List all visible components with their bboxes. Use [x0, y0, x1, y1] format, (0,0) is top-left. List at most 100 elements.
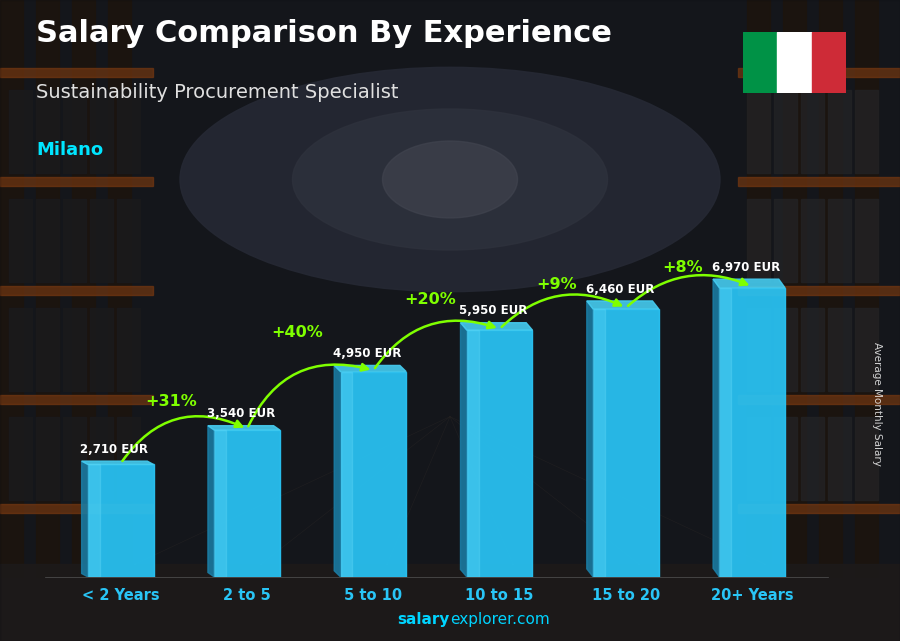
Bar	[719, 288, 731, 577]
Bar	[117, 90, 140, 173]
Bar	[828, 90, 850, 173]
Bar	[88, 465, 100, 577]
Bar	[719, 288, 785, 577]
Bar	[117, 199, 140, 282]
Bar	[774, 417, 796, 500]
Bar	[747, 0, 770, 577]
Bar	[63, 308, 86, 391]
Bar	[9, 417, 32, 500]
Bar	[855, 90, 878, 173]
Bar	[214, 430, 280, 577]
Bar	[828, 308, 850, 391]
Bar	[855, 0, 878, 577]
Bar	[90, 417, 112, 500]
Bar	[801, 90, 824, 173]
Text: salary: salary	[398, 612, 450, 627]
Bar	[63, 417, 86, 500]
Bar	[9, 308, 32, 391]
Bar	[747, 199, 770, 282]
Bar	[774, 308, 796, 391]
Polygon shape	[461, 322, 467, 577]
Bar	[738, 68, 900, 77]
Bar	[819, 0, 842, 577]
Bar	[855, 308, 878, 391]
Polygon shape	[587, 301, 659, 309]
Bar	[63, 90, 86, 173]
Bar	[0, 504, 153, 513]
Bar	[108, 0, 130, 577]
Text: 3,540 EUR: 3,540 EUR	[207, 407, 274, 420]
Bar	[747, 90, 770, 173]
Bar	[117, 308, 140, 391]
Polygon shape	[82, 461, 154, 465]
Text: +20%: +20%	[404, 292, 456, 306]
Bar	[783, 0, 806, 577]
Bar	[36, 0, 58, 577]
Bar	[738, 395, 900, 404]
Bar	[0, 286, 153, 295]
Bar	[90, 90, 112, 173]
Text: 4,950 EUR: 4,950 EUR	[333, 347, 401, 360]
Bar	[855, 199, 878, 282]
Text: +40%: +40%	[272, 325, 323, 340]
Bar	[801, 199, 824, 282]
Text: 6,970 EUR: 6,970 EUR	[712, 261, 780, 274]
Bar	[63, 199, 86, 282]
Bar	[36, 90, 58, 173]
Polygon shape	[208, 426, 214, 577]
Text: +9%: +9%	[536, 278, 577, 292]
Bar	[467, 330, 479, 577]
Bar	[117, 417, 140, 500]
Bar	[855, 417, 878, 500]
Text: Milano: Milano	[36, 141, 104, 159]
Bar	[777, 32, 812, 93]
Text: explorer.com: explorer.com	[450, 612, 550, 627]
Bar	[812, 32, 846, 93]
Text: 2,710 EUR: 2,710 EUR	[80, 443, 148, 456]
Bar	[738, 286, 900, 295]
Bar	[801, 417, 824, 500]
Bar	[90, 199, 112, 282]
Ellipse shape	[382, 141, 518, 218]
Text: Sustainability Procurement Specialist: Sustainability Procurement Specialist	[36, 83, 399, 103]
Polygon shape	[461, 322, 533, 330]
Bar	[36, 308, 58, 391]
Polygon shape	[713, 279, 785, 288]
Polygon shape	[334, 365, 340, 577]
Bar	[738, 504, 900, 513]
Polygon shape	[334, 365, 406, 372]
Bar	[340, 372, 406, 577]
Bar	[467, 330, 533, 577]
Bar	[214, 430, 226, 577]
Ellipse shape	[180, 67, 720, 292]
Text: +8%: +8%	[662, 260, 703, 276]
Bar	[0, 564, 900, 641]
Bar	[747, 308, 770, 391]
Bar	[801, 308, 824, 391]
Bar	[774, 90, 796, 173]
Bar	[738, 177, 900, 186]
Polygon shape	[208, 426, 280, 430]
Bar	[9, 199, 32, 282]
Bar	[9, 90, 32, 173]
Bar	[593, 309, 605, 577]
Text: Salary Comparison By Experience: Salary Comparison By Experience	[36, 19, 612, 48]
Bar	[36, 417, 58, 500]
Bar	[828, 417, 850, 500]
Bar	[0, 177, 153, 186]
Bar	[88, 465, 154, 577]
Text: Average Monthly Salary: Average Monthly Salary	[872, 342, 883, 466]
Bar	[742, 32, 777, 93]
Ellipse shape	[292, 109, 608, 250]
Bar	[774, 199, 796, 282]
Bar	[0, 68, 153, 77]
Text: +31%: +31%	[146, 394, 197, 410]
Bar	[0, 395, 153, 404]
Text: 5,950 EUR: 5,950 EUR	[459, 304, 527, 317]
Polygon shape	[587, 301, 593, 577]
Polygon shape	[713, 279, 719, 577]
Bar	[340, 372, 352, 577]
Bar	[747, 417, 770, 500]
Bar	[90, 308, 112, 391]
Text: 6,460 EUR: 6,460 EUR	[586, 283, 654, 296]
